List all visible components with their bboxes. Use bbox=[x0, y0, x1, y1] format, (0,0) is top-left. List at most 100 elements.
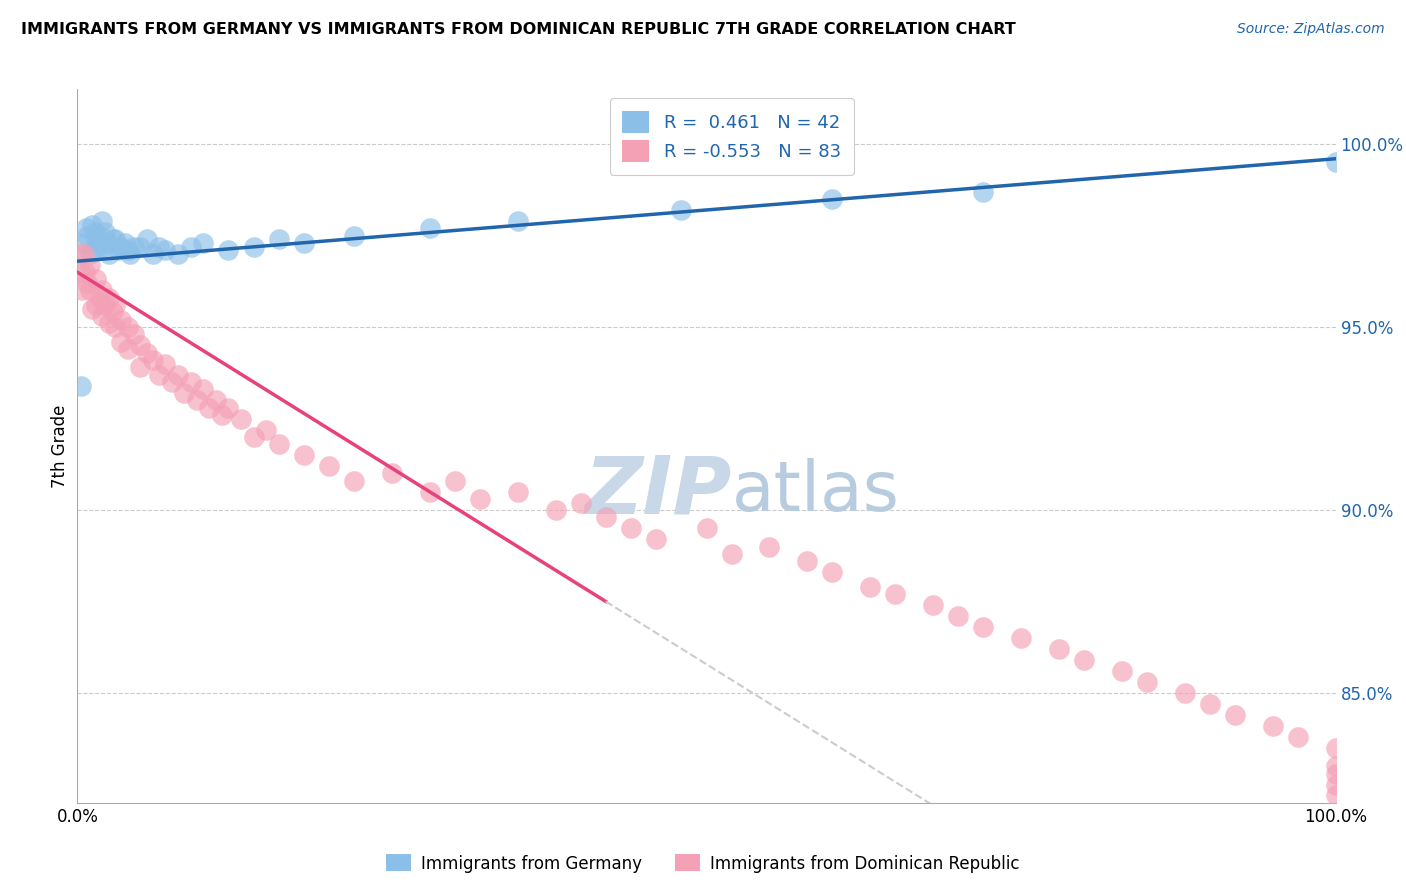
Point bbox=[155, 244, 177, 258]
Point bbox=[101, 232, 124, 246]
Point bbox=[1010, 631, 1032, 645]
Point bbox=[86, 239, 108, 253]
Legend: R =  0.461   N = 42, R = -0.553   N = 83: R = 0.461 N = 42, R = -0.553 N = 83 bbox=[610, 98, 853, 175]
Point bbox=[1261, 719, 1284, 733]
Y-axis label: 7th Grade: 7th Grade bbox=[51, 404, 69, 488]
Point bbox=[595, 510, 617, 524]
Point bbox=[72, 235, 94, 250]
Point bbox=[91, 284, 114, 298]
Point bbox=[89, 291, 111, 305]
Point bbox=[89, 228, 111, 243]
Point bbox=[1324, 766, 1347, 780]
Point bbox=[114, 235, 136, 250]
Point bbox=[1136, 675, 1159, 690]
Point bbox=[180, 239, 202, 253]
Point bbox=[155, 357, 177, 371]
Point bbox=[544, 503, 567, 517]
Point bbox=[211, 408, 233, 422]
Point bbox=[191, 382, 215, 396]
Point bbox=[343, 228, 366, 243]
Point bbox=[884, 587, 907, 601]
Point bbox=[180, 375, 202, 389]
Point bbox=[671, 202, 693, 217]
Point bbox=[1324, 777, 1347, 791]
Point bbox=[110, 334, 132, 349]
Point bbox=[76, 228, 98, 243]
Point bbox=[506, 214, 529, 228]
Point bbox=[972, 620, 994, 634]
Point bbox=[645, 533, 668, 547]
Point bbox=[97, 247, 120, 261]
Point bbox=[104, 298, 127, 312]
Point bbox=[381, 467, 404, 481]
Point bbox=[1223, 708, 1246, 723]
Point bbox=[922, 598, 945, 612]
Point bbox=[82, 301, 104, 316]
Point bbox=[1047, 642, 1070, 657]
Point bbox=[82, 218, 104, 232]
Point bbox=[948, 609, 970, 624]
Point bbox=[97, 291, 120, 305]
Point bbox=[419, 221, 441, 235]
Point bbox=[135, 345, 157, 359]
Point bbox=[84, 298, 107, 312]
Point bbox=[148, 239, 170, 253]
Point bbox=[1174, 686, 1197, 700]
Point bbox=[110, 239, 132, 253]
Point bbox=[1073, 653, 1095, 667]
Point bbox=[217, 244, 239, 258]
Point bbox=[292, 448, 315, 462]
Point bbox=[84, 232, 107, 246]
Point bbox=[254, 423, 277, 437]
Point bbox=[91, 309, 114, 323]
Point bbox=[468, 491, 491, 506]
Point bbox=[76, 276, 98, 290]
Point bbox=[75, 221, 97, 235]
Point bbox=[135, 232, 157, 246]
Point bbox=[1324, 740, 1347, 755]
Point bbox=[104, 232, 127, 246]
Point bbox=[821, 192, 844, 206]
Point bbox=[160, 375, 183, 389]
Point bbox=[148, 368, 170, 382]
Point bbox=[69, 247, 91, 261]
Point bbox=[191, 235, 215, 250]
Point bbox=[73, 265, 96, 279]
Point bbox=[343, 474, 366, 488]
Point bbox=[569, 496, 592, 510]
Point bbox=[859, 580, 882, 594]
Point bbox=[129, 360, 152, 375]
Legend: Immigrants from Germany, Immigrants from Dominican Republic: Immigrants from Germany, Immigrants from… bbox=[380, 847, 1026, 880]
Point bbox=[142, 353, 165, 368]
Point bbox=[117, 244, 139, 258]
Point bbox=[972, 185, 994, 199]
Point bbox=[129, 239, 152, 253]
Point bbox=[292, 235, 315, 250]
Point bbox=[506, 484, 529, 499]
Point bbox=[419, 484, 441, 499]
Point bbox=[1324, 759, 1347, 773]
Point bbox=[229, 411, 252, 425]
Point bbox=[129, 338, 152, 352]
Point bbox=[696, 521, 718, 535]
Point bbox=[97, 317, 120, 331]
Point bbox=[821, 566, 844, 580]
Point bbox=[167, 247, 190, 261]
Point bbox=[796, 554, 818, 568]
Point bbox=[217, 401, 239, 415]
Point bbox=[110, 312, 132, 326]
Point bbox=[198, 401, 221, 415]
Point bbox=[122, 327, 145, 342]
Point bbox=[318, 459, 340, 474]
Point bbox=[444, 474, 467, 488]
Point bbox=[204, 393, 226, 408]
Point bbox=[758, 540, 780, 554]
Point bbox=[70, 378, 93, 392]
Point bbox=[620, 521, 643, 535]
Point bbox=[101, 305, 124, 319]
Point bbox=[186, 393, 208, 408]
Point bbox=[84, 272, 107, 286]
Point bbox=[79, 258, 101, 272]
Point bbox=[242, 430, 264, 444]
Point bbox=[167, 368, 190, 382]
